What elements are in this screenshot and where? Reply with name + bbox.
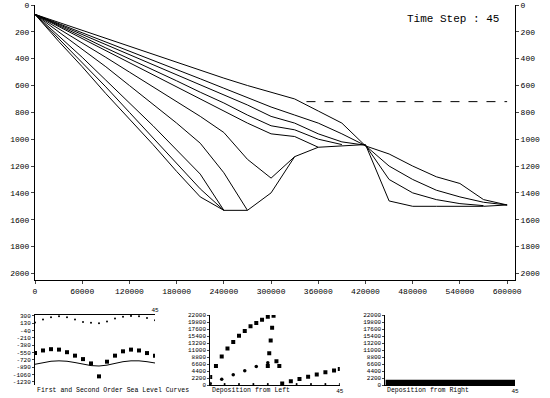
svg-text:22000: 22000 — [188, 312, 206, 319]
svg-text:2200: 2200 — [192, 375, 207, 382]
svg-text:17600: 17600 — [363, 326, 381, 333]
svg-text:1600: 1600 — [10, 216, 29, 225]
svg-text:400: 400 — [521, 54, 536, 63]
svg-text:200: 200 — [521, 28, 536, 37]
svg-text:13200: 13200 — [188, 340, 206, 347]
svg-text:240000: 240000 — [209, 287, 238, 296]
svg-text:Deposition from Left: Deposition from Left — [212, 387, 290, 394]
svg-text:4400: 4400 — [192, 368, 207, 375]
svg-text:600: 600 — [521, 81, 536, 90]
svg-text:180000: 180000 — [162, 287, 191, 296]
svg-text:0: 0 — [25, 1, 30, 10]
svg-text:4400: 4400 — [367, 368, 382, 375]
svg-text:360000: 360000 — [304, 287, 333, 296]
svg-text:45: 45 — [336, 388, 344, 395]
svg-text:-1230: -1230 — [13, 379, 31, 386]
svg-text:800: 800 — [521, 108, 536, 117]
svg-text:0: 0 — [378, 382, 382, 389]
svg-text:400: 400 — [15, 54, 30, 63]
svg-text:-720: -720 — [16, 357, 31, 364]
svg-text:11000: 11000 — [188, 347, 206, 354]
svg-text:6600: 6600 — [192, 361, 207, 368]
svg-text:800: 800 — [15, 108, 30, 117]
svg-text:60000: 60000 — [70, 287, 94, 296]
svg-text:0: 0 — [521, 1, 526, 10]
svg-text:Time Step : 45: Time Step : 45 — [407, 13, 499, 25]
svg-text:1600: 1600 — [521, 216, 540, 225]
svg-text:6600: 6600 — [367, 361, 382, 368]
svg-text:0: 0 — [33, 287, 38, 296]
svg-text:1200: 1200 — [10, 162, 29, 171]
svg-text:17600: 17600 — [188, 326, 206, 333]
svg-text:45: 45 — [151, 307, 159, 314]
svg-text:22000: 22000 — [363, 312, 381, 319]
svg-text:600: 600 — [15, 81, 30, 90]
svg-text:130: 130 — [20, 320, 31, 327]
svg-text:120000: 120000 — [115, 287, 144, 296]
svg-text:1000: 1000 — [10, 135, 29, 144]
svg-text:1400: 1400 — [10, 189, 29, 198]
svg-text:-380: -380 — [16, 342, 31, 349]
svg-text:-550: -550 — [16, 350, 31, 357]
svg-text:15400: 15400 — [363, 333, 381, 340]
svg-text:300000: 300000 — [257, 287, 286, 296]
svg-text:2000: 2000 — [521, 269, 540, 278]
svg-text:-40: -40 — [20, 328, 31, 335]
svg-text:1000: 1000 — [521, 135, 540, 144]
svg-text:1400: 1400 — [521, 189, 540, 198]
svg-text:480000: 480000 — [398, 287, 427, 296]
svg-text:8800: 8800 — [192, 354, 207, 361]
svg-text:19800: 19800 — [363, 319, 381, 326]
svg-text:2000: 2000 — [10, 269, 29, 278]
svg-text:0: 0 — [202, 382, 206, 389]
svg-text:300: 300 — [20, 313, 31, 320]
svg-text:-890: -890 — [16, 364, 31, 371]
svg-text:-1060: -1060 — [13, 372, 31, 379]
svg-text:420000: 420000 — [351, 287, 380, 296]
svg-text:13200: 13200 — [363, 340, 381, 347]
svg-text:First and Second Order Sea Lev: First and Second Order Sea Level Curves — [37, 387, 189, 394]
svg-text:1800: 1800 — [10, 242, 29, 251]
svg-text:11000: 11000 — [363, 347, 381, 354]
svg-text:-210: -210 — [16, 335, 31, 342]
svg-text:600000: 600000 — [493, 287, 522, 296]
svg-text:Deposition from Right: Deposition from Right — [387, 387, 469, 394]
svg-text:200: 200 — [15, 28, 30, 37]
svg-text:2200: 2200 — [367, 375, 382, 382]
svg-text:1200: 1200 — [521, 162, 540, 171]
svg-text:1800: 1800 — [521, 242, 540, 251]
svg-text:19800: 19800 — [188, 319, 206, 326]
svg-text:540000: 540000 — [446, 287, 475, 296]
svg-text:15400: 15400 — [188, 333, 206, 340]
svg-text:45: 45 — [511, 388, 519, 395]
svg-text:8800: 8800 — [367, 354, 382, 361]
